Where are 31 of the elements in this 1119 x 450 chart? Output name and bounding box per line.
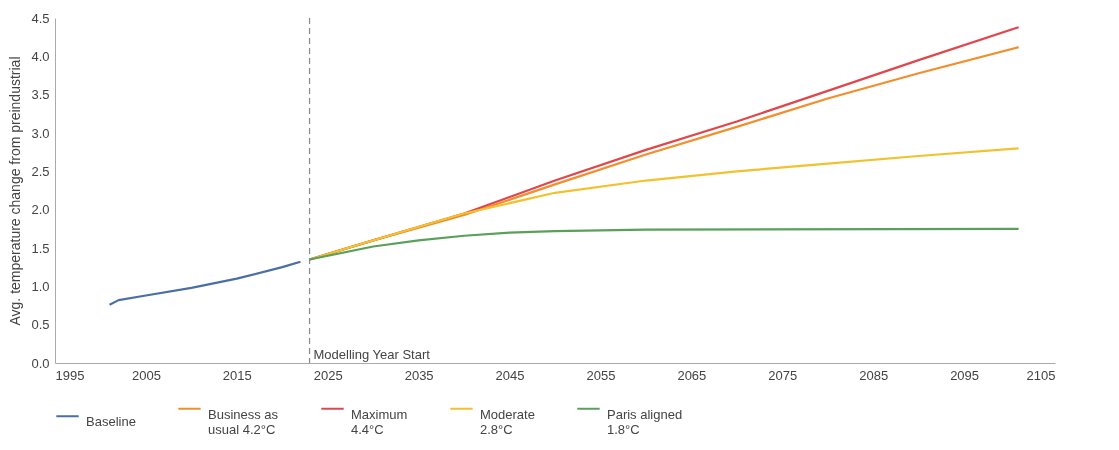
y-tick-label: 3.5	[31, 87, 50, 103]
legend-label: Baseline	[86, 414, 136, 430]
x-tick-label: 2035	[404, 367, 434, 383]
y-axis-title: Avg. temperature change from preindustrial	[7, 56, 24, 326]
ref-line-label: Modelling Year Start	[313, 347, 431, 362]
x-tick-label: 2015	[222, 367, 252, 383]
legend-label: Business as usual 4.2°C	[208, 406, 279, 437]
y-tick-label: 0.5	[31, 317, 50, 333]
x-tick-label: 1995	[55, 367, 85, 383]
y-tick-label: 2.5	[31, 163, 50, 179]
y-tick-label: 3.0	[31, 125, 50, 141]
x-tick-label: 2055	[586, 367, 616, 383]
y-tick-label: 1.5	[31, 240, 50, 256]
y-tick-label: 0.0	[31, 355, 50, 371]
x-tick-label: 2065	[677, 367, 707, 383]
y-tick-label: 4.0	[31, 48, 50, 64]
legend-label: Maximum 4.4°C	[351, 406, 408, 437]
y-tick-label: 4.5	[31, 10, 50, 26]
x-tick-label: 2085	[859, 367, 889, 383]
x-tick-label: 2105	[1026, 367, 1056, 383]
y-tick-label: 2.0	[31, 202, 50, 218]
line-series	[308, 227, 1020, 261]
legend-label: Moderate 2.8°C	[480, 406, 535, 437]
x-tick-label: 2045	[495, 367, 525, 383]
legend-label: Paris aligned 1.8°C	[607, 406, 683, 437]
y-tick-label: 1.0	[31, 278, 50, 294]
x-tick-label: 2095	[950, 367, 980, 383]
x-tick-label: 2075	[768, 367, 798, 383]
x-tick-label: 2025	[313, 367, 343, 383]
line-series	[108, 260, 302, 306]
x-tick-label: 2005	[131, 367, 161, 383]
